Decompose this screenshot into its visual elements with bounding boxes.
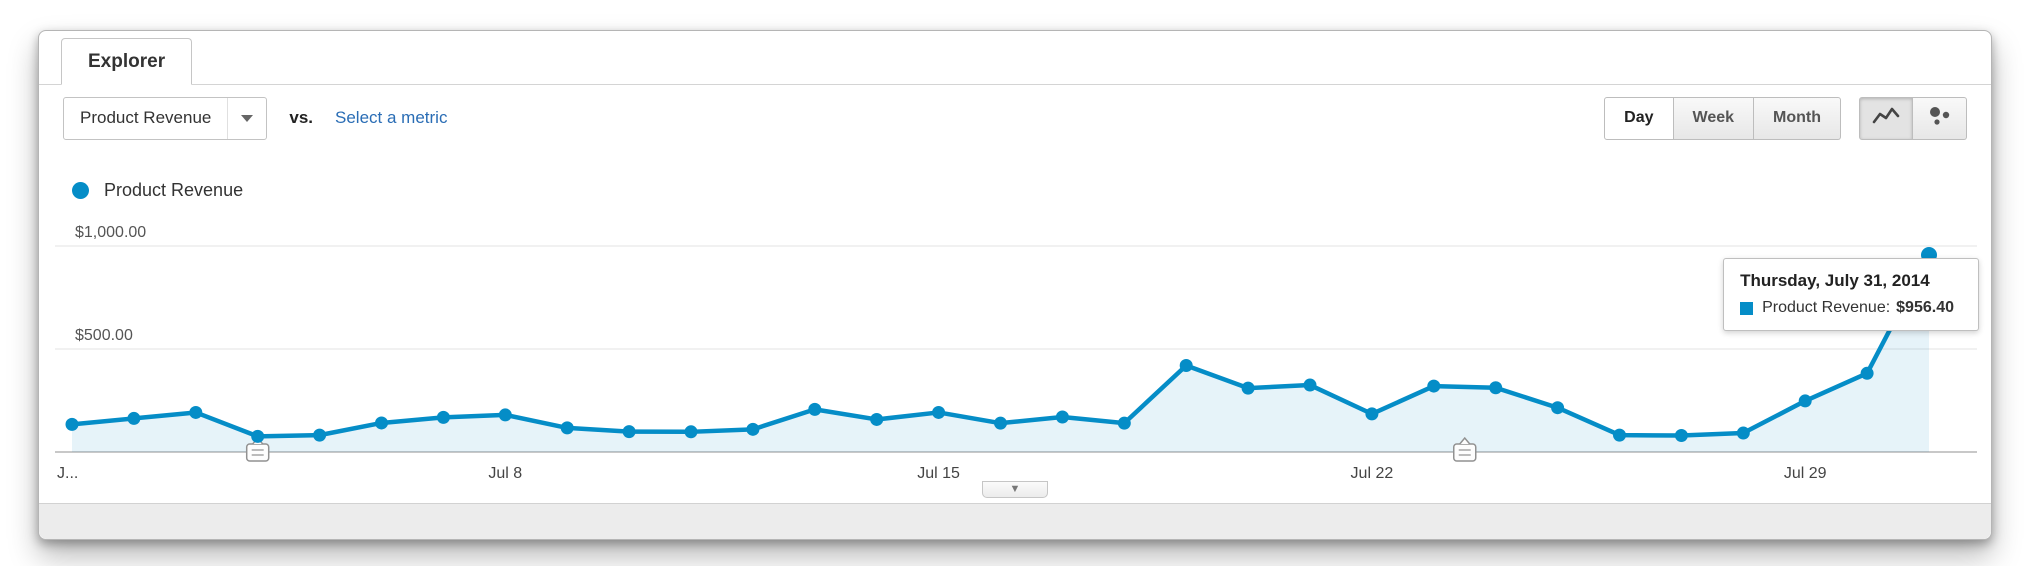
chart-point[interactable] <box>127 411 141 425</box>
metric-dropdown[interactable]: Product Revenue <box>63 96 268 140</box>
chart-point[interactable] <box>1674 429 1688 443</box>
chart-point[interactable] <box>560 421 574 435</box>
chart-point[interactable] <box>1365 407 1379 421</box>
chart-type-group <box>1859 96 1967 140</box>
motion-chart-button[interactable] <box>1913 96 1967 140</box>
granularity-day-button[interactable]: Day <box>1604 96 1674 140</box>
chart-point[interactable] <box>994 416 1007 430</box>
chart-point[interactable] <box>498 408 512 422</box>
chart-toolbar: Product Revenue vs. Select a metric Day … <box>39 85 1991 151</box>
chart-point[interactable] <box>808 402 822 416</box>
chart-point[interactable] <box>870 412 884 426</box>
x-tick-label: Jul 29 <box>1784 465 1827 482</box>
x-tick-label: Jul 8 <box>488 465 522 482</box>
chart-legend: Product Revenue <box>72 180 243 201</box>
annotation-bubble-icon[interactable] <box>245 436 270 462</box>
granularity-month-button[interactable]: Month <box>1754 96 1841 140</box>
chart-point[interactable] <box>1489 381 1503 395</box>
chart-point[interactable] <box>684 425 698 439</box>
granularity-week-button[interactable]: Week <box>1673 96 1755 140</box>
chart-point[interactable] <box>1303 378 1317 392</box>
tooltip-series-label: Product Revenue: <box>1762 299 1891 316</box>
annotations-expander[interactable]: ▼ <box>982 481 1048 498</box>
select-metric-link[interactable]: Select a metric <box>335 108 448 127</box>
annotations-bar <box>39 503 1991 539</box>
x-tick-label: J... <box>57 465 78 482</box>
chart-point[interactable] <box>746 422 760 436</box>
x-tick-label: Jul 22 <box>1351 465 1394 482</box>
chart-point[interactable] <box>436 410 450 424</box>
tooltip-value: $956.40 <box>1896 299 1954 316</box>
chart-point[interactable] <box>1736 426 1750 440</box>
y-tick-label: $500.00 <box>75 327 133 344</box>
chart-point[interactable] <box>1179 358 1193 372</box>
chart-point[interactable] <box>251 429 265 443</box>
x-tick-label: Jul 15 <box>917 465 960 482</box>
line-chart-icon <box>1872 106 1900 131</box>
tab-bar: Explorer <box>39 31 1991 85</box>
tooltip-date: Thursday, July 31, 2014 <box>1740 271 1930 290</box>
chart-series-line <box>69 252 1932 439</box>
chart-point[interactable] <box>189 405 203 419</box>
granularity-group: Day Week Month <box>1604 96 1841 140</box>
vs-label: vs. <box>289 108 314 127</box>
chart-point[interactable] <box>1613 428 1626 442</box>
chart-point[interactable] <box>375 416 388 430</box>
chart-point[interactable] <box>1798 394 1812 408</box>
chart-point[interactable] <box>1241 381 1255 395</box>
chart-point[interactable] <box>932 405 946 419</box>
legend-swatch <box>72 182 89 199</box>
chart-controls: Day Week Month <box>1604 96 1967 140</box>
chevron-down-icon: ▼ <box>1009 483 1021 495</box>
chart-point[interactable] <box>1551 401 1565 415</box>
chart-point[interactable] <box>313 428 327 442</box>
tab-explorer[interactable]: Explorer <box>61 38 193 85</box>
metric-dropdown-value: Product Revenue <box>80 108 212 127</box>
revenue-chart: $500.00 $1,000.00 J... Jul 8 Jul 15 Jul 22 Jul… <box>55 224 1977 482</box>
line-chart-button[interactable] <box>1859 96 1913 140</box>
chart-point[interactable] <box>1055 410 1069 424</box>
annotation-bubble-icon[interactable] <box>1453 436 1477 462</box>
tooltip-series-row: Product Revenue: $956.40 <box>1740 299 1954 317</box>
chart-point[interactable] <box>1117 416 1131 430</box>
chart-area[interactable]: $500.00 $1,000.00 J... Jul 8 Jul 15 Jul 22 Jul… <box>39 216 1993 488</box>
y-tick-label: $1,000.00 <box>75 224 146 241</box>
chevron-down-icon <box>227 97 266 139</box>
chart-point[interactable] <box>622 425 636 439</box>
chart-tooltip: Thursday, July 31, 2014 Product Revenue:… <box>1723 258 1979 331</box>
chart-point[interactable] <box>65 417 79 431</box>
legend-label: Product Revenue <box>104 180 244 200</box>
chart-point[interactable] <box>1427 379 1441 393</box>
chart-series-area <box>72 254 1929 452</box>
tooltip-swatch <box>1740 301 1754 315</box>
explorer-panel: Explorer Product Revenue vs. Select a me… <box>38 30 1992 540</box>
motion-chart-icon <box>1927 105 1953 132</box>
chart-point[interactable] <box>1860 366 1874 380</box>
